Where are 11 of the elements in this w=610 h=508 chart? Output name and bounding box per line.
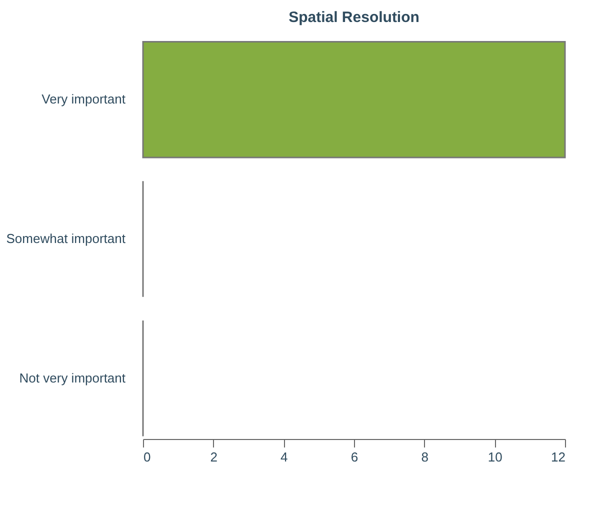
x-tick-label: 8 — [421, 450, 428, 464]
y-tick-label: Very important — [42, 92, 126, 107]
y-tick-label: Somewhat important — [6, 231, 126, 246]
x-tick-label: 4 — [280, 450, 288, 464]
x-tick-label: 2 — [210, 450, 218, 464]
x-tick-label: 0 — [144, 450, 151, 464]
chart-title: Spatial Resolution — [288, 9, 420, 26]
x-tick-label: 6 — [350, 450, 358, 464]
x-tick-label: 12 — [551, 450, 566, 464]
x-tick-label: 10 — [488, 450, 502, 464]
y-tick-label: Not very important — [19, 370, 126, 386]
